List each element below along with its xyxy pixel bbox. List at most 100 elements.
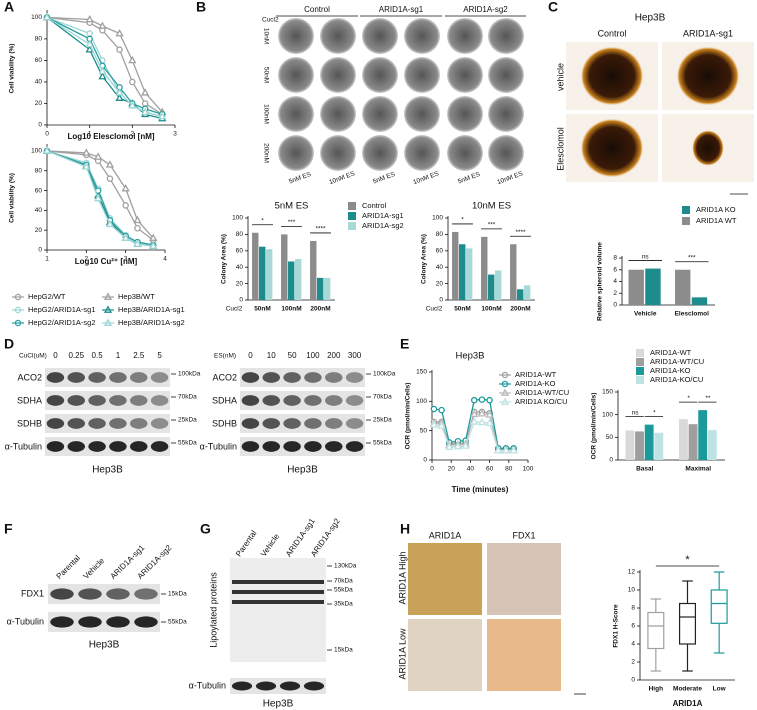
size-marker: 55kDa <box>373 440 392 447</box>
x-note: Cucl2 <box>226 306 243 313</box>
lane-label: 0.25 <box>68 351 84 360</box>
size-marker: 100kDa <box>373 371 396 378</box>
y-tick-label: 10 <box>628 587 636 594</box>
y-tick-label: 40 <box>35 207 43 214</box>
x-tick-label: 100nM <box>281 306 301 313</box>
data-point <box>445 442 454 450</box>
y-tick-label: 12 <box>628 569 636 576</box>
protein-label: ACO2 <box>212 372 237 382</box>
blot-band <box>88 441 106 452</box>
x-tick-label: 200nM <box>310 306 330 313</box>
blot-band <box>50 616 74 628</box>
blot-band <box>134 588 158 600</box>
y-tick-label: 40 <box>436 264 444 271</box>
legend-marker <box>14 319 22 327</box>
data-point <box>98 21 107 29</box>
bar <box>259 246 266 300</box>
significance: ** <box>705 395 711 402</box>
x-tick-label: Moderate <box>673 686 702 693</box>
blot-bg <box>230 558 326 662</box>
plate-image <box>404 18 440 54</box>
spheroid-row: vehicle <box>555 63 565 91</box>
blot-band <box>262 395 280 406</box>
spheroid <box>676 46 740 106</box>
significance: **** <box>315 226 326 233</box>
x-tick-label: 1 <box>45 256 49 263</box>
y-tick-label: 6 <box>613 266 617 273</box>
blot-band <box>325 372 343 383</box>
legend-marker <box>103 318 113 326</box>
legend-label: ARID1A-sg1 <box>362 211 404 220</box>
blot-band <box>106 588 130 600</box>
legend-marker <box>14 293 22 301</box>
y-tick-label: 100 <box>416 398 427 405</box>
y-tick-label: 2 <box>631 659 635 666</box>
data-point <box>128 101 137 109</box>
box <box>678 602 697 645</box>
data-point <box>141 100 149 107</box>
blot-band <box>325 441 343 452</box>
significance: **** <box>515 229 526 236</box>
y-tick-label: 0 <box>423 457 427 464</box>
blot-band <box>283 372 301 383</box>
y-tick-label: 0 <box>631 677 635 684</box>
legend-marker <box>501 380 509 388</box>
data-point <box>121 184 130 192</box>
blot-band <box>232 580 324 584</box>
data-point <box>134 224 141 232</box>
legend-label: Control <box>362 201 387 210</box>
legend-label: ARID1A-WT/CU <box>650 357 704 366</box>
x-tick-label: 100nM <box>481 306 501 313</box>
blot-band <box>283 441 301 452</box>
plate-bottom-label: 10nM ES <box>328 170 356 186</box>
blot-band <box>304 418 322 429</box>
blot-band <box>50 588 74 600</box>
bar <box>654 432 664 460</box>
blot-band <box>109 418 127 429</box>
size-marker: 25kDa <box>178 417 197 424</box>
x-tick-label: 80 <box>505 466 513 473</box>
blot-band <box>279 681 301 691</box>
bar <box>698 410 708 460</box>
plate-row-label: 200nM <box>262 143 269 163</box>
plate-image <box>278 18 314 54</box>
plate-row-label: 50nM <box>262 67 269 83</box>
x-axis-title: Time (minutes) <box>452 485 509 494</box>
legend-marker <box>500 397 510 405</box>
data-point <box>438 406 445 414</box>
size-marker: 130kDa <box>334 563 357 570</box>
legend-marker <box>14 306 22 314</box>
plate-column-header: ARID1A-sg2 <box>463 5 508 14</box>
data-point <box>121 233 130 241</box>
blot-band <box>262 372 280 383</box>
significance: *** <box>288 219 296 226</box>
plate-image <box>447 57 483 93</box>
plate-image <box>488 57 524 93</box>
plate-bottom-label: 5nM ES <box>457 171 482 186</box>
blot-bg <box>230 678 326 694</box>
data-point <box>478 396 486 403</box>
plate-row-label: 10nM <box>262 28 269 44</box>
legend-swatch <box>682 217 690 225</box>
significance: * <box>687 395 690 402</box>
data-point <box>42 12 52 21</box>
data-point <box>105 160 115 168</box>
protein-label: α-Tubulin <box>7 616 44 626</box>
spheroid-column: ARID1A-sg1 <box>683 28 733 38</box>
data-point <box>470 396 478 404</box>
blot-band <box>241 395 260 406</box>
blot-band <box>88 418 106 429</box>
legend-swatch <box>636 349 644 357</box>
bar <box>691 297 708 305</box>
plate-image <box>320 57 356 93</box>
y-tick-label: 20 <box>35 227 43 234</box>
spheroid <box>580 118 644 178</box>
blot-band <box>150 372 169 383</box>
blot-band <box>241 441 260 452</box>
bar <box>678 419 688 460</box>
blot-band <box>303 681 325 691</box>
size-marker: 70kDa <box>334 578 353 585</box>
plate-image <box>320 18 356 54</box>
legend-label: ARID1A-sg2 <box>362 221 404 230</box>
data-point <box>133 215 142 224</box>
